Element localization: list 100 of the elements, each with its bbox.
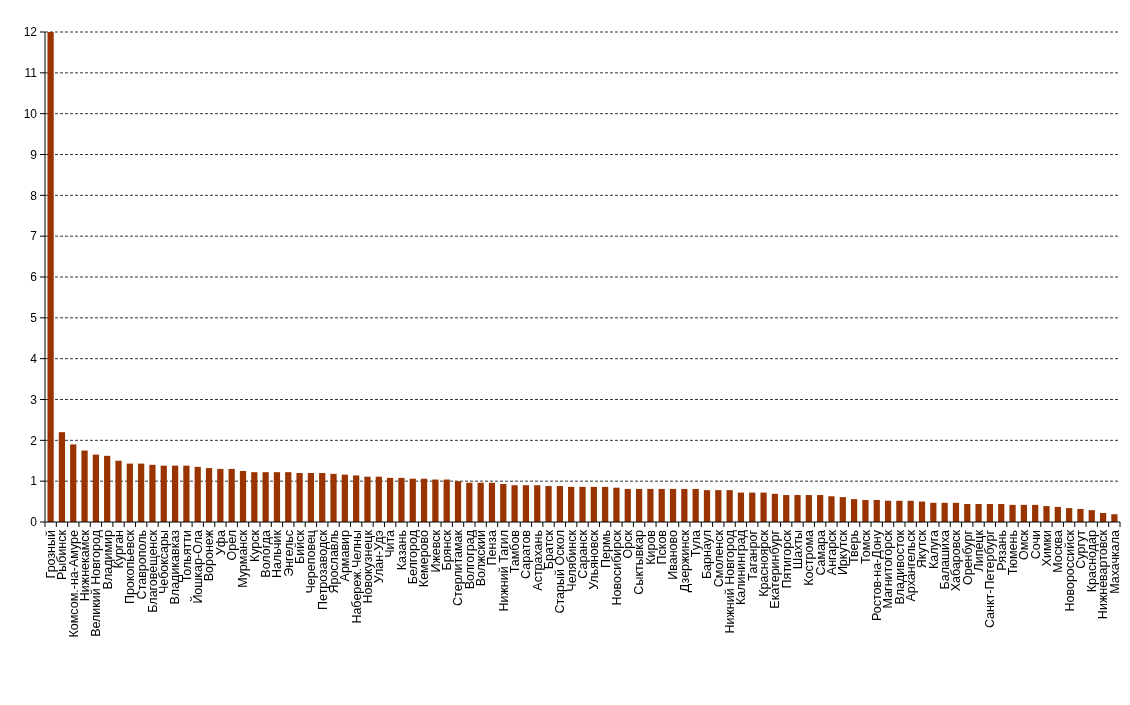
bar — [1032, 504, 1039, 522]
x-tick-label: Тюмень — [1005, 530, 1020, 576]
bar — [658, 488, 665, 522]
bar — [296, 473, 303, 522]
bar — [613, 487, 620, 522]
x-tick-label: Армавир — [338, 529, 353, 582]
bar — [862, 499, 869, 522]
bar — [839, 497, 846, 522]
bar — [194, 466, 201, 522]
bar — [522, 485, 530, 522]
x-tick-label: Екатеринбург — [768, 529, 783, 609]
bar — [998, 504, 1005, 522]
y-tick-label: 7 — [30, 229, 38, 244]
bar — [681, 488, 688, 522]
bar — [635, 488, 643, 522]
y-tick-label: 9 — [30, 147, 38, 162]
bar — [602, 486, 609, 522]
bar — [432, 479, 439, 522]
bar — [692, 488, 699, 522]
bar — [964, 504, 971, 522]
bar — [726, 490, 733, 522]
bar — [907, 500, 914, 522]
x-tick-label: Бийск — [292, 529, 307, 564]
x-tick-label: Белгород — [406, 529, 421, 585]
bar — [760, 492, 767, 522]
y-tick-label: 3 — [30, 392, 38, 407]
bar — [749, 492, 756, 522]
bar — [918, 501, 926, 522]
bar — [138, 463, 145, 522]
bar — [851, 499, 858, 522]
x-tick-label: Курск — [247, 529, 262, 563]
bar — [488, 482, 496, 522]
bar — [104, 455, 111, 522]
bar — [341, 474, 348, 522]
x-tick-label: Йошкар-Ола — [190, 529, 206, 604]
bar — [1066, 508, 1073, 522]
x-tick-label: Якутск — [915, 529, 930, 569]
bar — [307, 473, 314, 522]
x-tick-label: Грозный — [43, 529, 58, 579]
bar — [556, 486, 563, 522]
bar — [454, 481, 462, 522]
bar — [828, 496, 835, 522]
x-tick-label: Тамбов — [507, 529, 522, 574]
bar — [420, 478, 428, 522]
bar — [873, 499, 880, 522]
y-tick-label: 6 — [30, 270, 38, 285]
bar — [183, 465, 190, 522]
bar — [262, 472, 269, 522]
bar — [568, 486, 575, 522]
bar — [715, 490, 722, 522]
bar — [81, 450, 88, 522]
bar — [930, 502, 937, 522]
x-tick-label: Саратов — [519, 529, 534, 579]
bar — [126, 463, 133, 522]
x-tick-label: Рыбинск — [55, 529, 70, 581]
bar — [171, 465, 179, 522]
x-tick-label: Ростов-на-Дону — [870, 529, 885, 622]
bar — [364, 476, 371, 522]
bar — [794, 495, 801, 522]
bar — [737, 492, 745, 522]
bar — [986, 504, 994, 522]
bar — [941, 502, 948, 522]
x-tick-label: Пермь — [598, 530, 613, 568]
bar — [160, 465, 167, 522]
bar — [330, 473, 337, 522]
bar — [647, 488, 654, 522]
bar — [149, 464, 156, 522]
bar — [443, 479, 450, 522]
x-tick-label: Кострома — [802, 529, 817, 586]
bar — [466, 482, 473, 522]
bar — [1077, 508, 1084, 522]
y-tick-label: 4 — [30, 351, 38, 366]
bar — [817, 495, 824, 522]
bar — [896, 500, 903, 522]
bar — [239, 470, 247, 522]
bar — [1020, 504, 1027, 522]
bar — [70, 444, 77, 522]
bar — [884, 500, 892, 522]
y-tick-label: 5 — [30, 311, 38, 326]
bar — [703, 490, 711, 522]
bar — [273, 472, 281, 522]
x-tick-label: Саранск — [575, 529, 590, 579]
bar — [545, 486, 552, 522]
bar — [92, 454, 99, 522]
y-tick-label: 11 — [24, 66, 38, 81]
y-tick-label: 2 — [30, 433, 38, 448]
bar — [511, 485, 518, 522]
x-tick-label: Чебоксары — [157, 530, 172, 595]
bar — [353, 475, 360, 522]
bar — [534, 485, 541, 522]
bar — [285, 472, 292, 522]
bar — [228, 468, 235, 522]
bar — [805, 495, 812, 522]
bar — [1043, 506, 1050, 522]
x-tick-label: Нижний Новгород — [723, 529, 737, 634]
bar — [375, 476, 382, 522]
bar — [579, 486, 586, 522]
bar — [477, 482, 484, 522]
x-tick-label: Хабаровск — [949, 529, 964, 592]
bar — [398, 477, 405, 522]
